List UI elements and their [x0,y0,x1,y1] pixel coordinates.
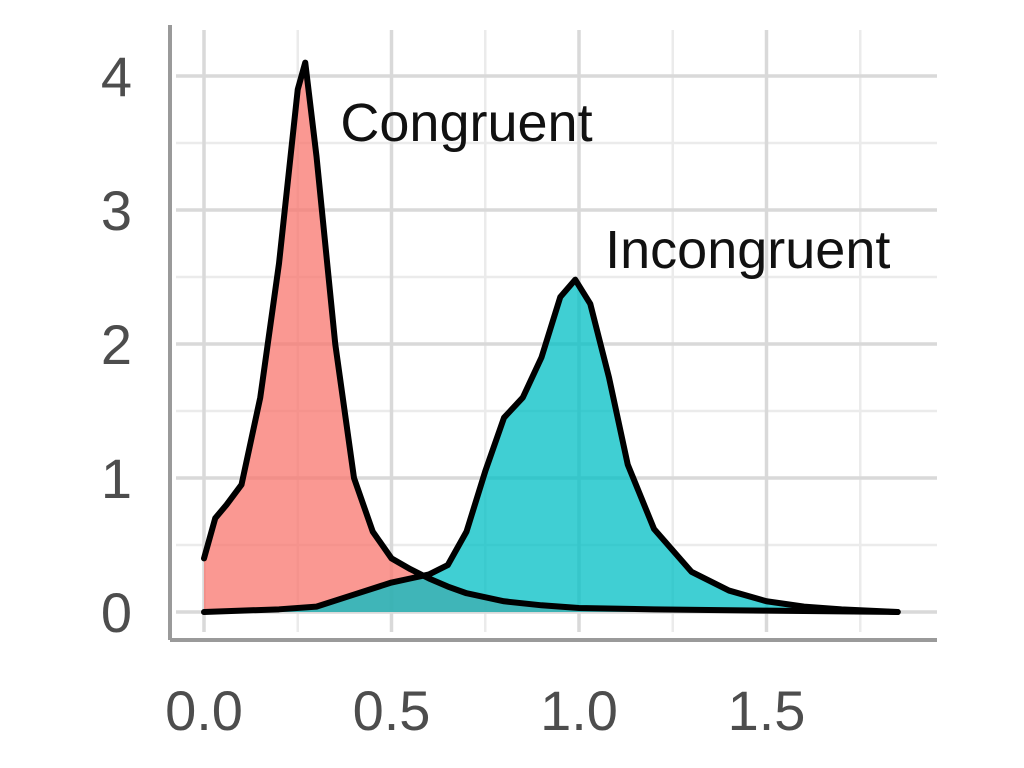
density-line-congruent [201,59,901,615]
y-tick-label: 0 [101,581,132,644]
y-tick-label: 4 [101,45,132,108]
series-label-incongruent: Incongruent [605,220,890,280]
series-label-congruent: Congruent [340,93,592,153]
y-tick-label: 2 [101,313,132,376]
x-tick-label: 1.5 [728,679,806,742]
density-line-incongruent [201,276,901,615]
y-tick-label: 1 [101,447,132,510]
density-area-incongruent [204,279,898,612]
x-tick-label: 0.5 [353,679,431,742]
x-tick-label: 0.0 [165,679,243,742]
series-labels: Congruent Incongruent [340,93,890,280]
density-area-congruent [204,62,898,613]
x-tick-label: 1.0 [540,679,618,742]
y-tick-label: 3 [101,179,132,242]
density-series [201,59,901,615]
axes: 0 1 2 3 4 0.0 0.5 1.0 1.5 [101,25,937,742]
